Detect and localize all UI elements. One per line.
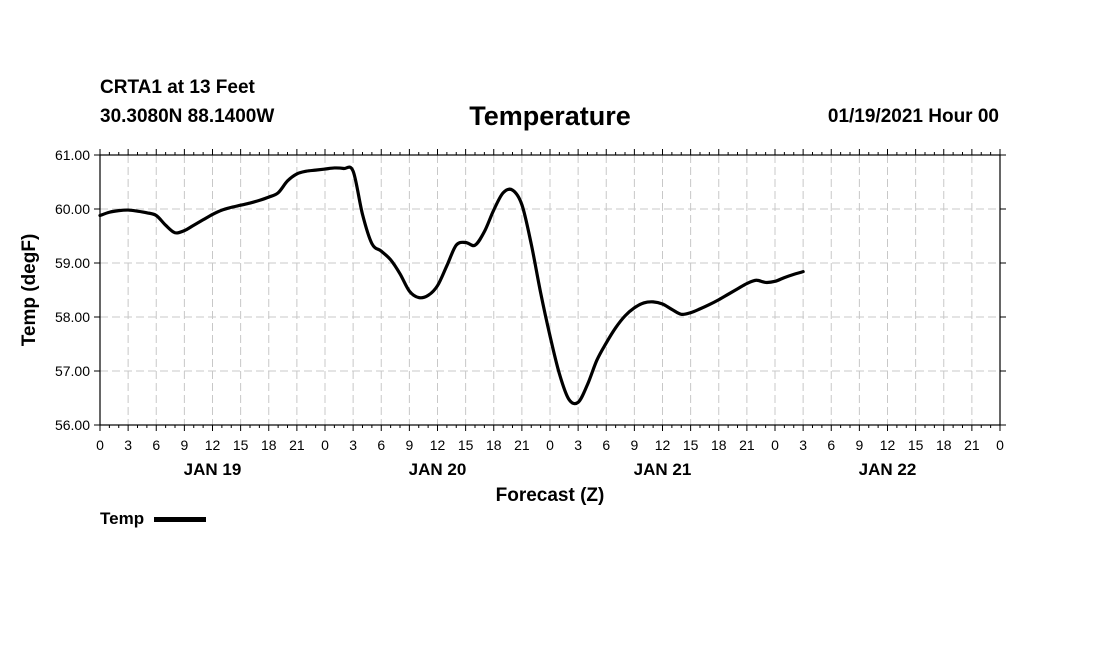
x-tick-label: 12 <box>205 437 221 453</box>
x-tick-label: 3 <box>799 437 807 453</box>
x-tick-label: 9 <box>630 437 638 453</box>
forecast-datetime: 01/19/2021 Hour 00 <box>827 106 999 127</box>
data-point <box>953 0 954 1</box>
x-tick-label: 9 <box>855 437 863 453</box>
x-tick-label: 0 <box>771 437 779 453</box>
data-point <box>887 0 888 1</box>
data-point <box>990 0 991 1</box>
data-point <box>878 0 879 1</box>
x-tick-label: 21 <box>964 437 980 453</box>
data-point <box>1000 0 1001 1</box>
data-point <box>962 0 963 1</box>
x-tick-label: 15 <box>683 437 699 453</box>
legend: Temp <box>100 509 207 529</box>
x-tick-label: 21 <box>514 437 530 453</box>
station-label: CRTA1 at 13 Feet <box>100 77 255 98</box>
x-tick-label: 15 <box>233 437 249 453</box>
day-label: JAN 20 <box>409 460 467 479</box>
x-tick-label: 0 <box>546 437 554 453</box>
x-tick-label: 6 <box>377 437 385 453</box>
x-tick-label: 18 <box>261 437 277 453</box>
chart-title: Temperature <box>469 101 631 131</box>
x-tick-label: 9 <box>180 437 188 453</box>
x-tick-label: 6 <box>602 437 610 453</box>
data-point <box>840 0 841 1</box>
x-tick-label: 9 <box>405 437 413 453</box>
x-tick-label: 6 <box>152 437 160 453</box>
x-tick-label: 3 <box>349 437 357 453</box>
data-point <box>915 0 916 1</box>
x-tick-label: 15 <box>458 437 474 453</box>
x-tick-label: 0 <box>321 437 329 453</box>
day-label: JAN 21 <box>634 460 692 479</box>
y-tick-label: 61.00 <box>55 147 90 163</box>
data-point <box>943 0 944 1</box>
y-tick-label: 59.00 <box>55 255 90 271</box>
x-tick-label: 12 <box>430 437 446 453</box>
x-tick-label: 21 <box>289 437 305 453</box>
legend-line-swatch <box>154 516 207 522</box>
x-tick-label: 12 <box>880 437 896 453</box>
y-tick-label: 56.00 <box>55 417 90 433</box>
x-tick-label: 6 <box>827 437 835 453</box>
x-tick-label: 21 <box>739 437 755 453</box>
data-point <box>821 0 822 1</box>
x-tick-label: 3 <box>574 437 582 453</box>
x-tick-label: 18 <box>486 437 502 453</box>
series-line-temp <box>98 165 805 406</box>
legend-label: Temp <box>100 509 145 528</box>
x-tick-label: 18 <box>711 437 727 453</box>
x-tick-label: 18 <box>936 437 952 453</box>
x-tick-label: 3 <box>124 437 132 453</box>
x-tick-label: 15 <box>908 437 924 453</box>
y-axis-title: Temp (degF) <box>19 234 40 347</box>
x-tick-label: 0 <box>996 437 1004 453</box>
x-tick-label: 0 <box>96 437 104 453</box>
data-point <box>868 0 869 1</box>
data-point <box>971 0 972 1</box>
y-tick-label: 57.00 <box>55 363 90 379</box>
x-tick-label: 12 <box>655 437 671 453</box>
data-point <box>812 268 813 269</box>
data-point <box>906 0 907 1</box>
data-point <box>925 0 926 1</box>
station-coordinates: 30.3080N 88.1400W <box>100 106 275 127</box>
data-point <box>981 0 982 1</box>
data-point <box>896 0 897 1</box>
y-tick-label: 58.00 <box>55 309 90 325</box>
data-point <box>831 0 832 1</box>
x-axis-title: Forecast (Z) <box>496 485 605 506</box>
data-point <box>859 0 860 1</box>
y-tick-label: 60.00 <box>55 201 90 217</box>
data-point <box>850 0 851 1</box>
day-label: JAN 19 <box>184 460 242 479</box>
day-label: JAN 22 <box>859 460 917 479</box>
data-point <box>934 0 935 1</box>
